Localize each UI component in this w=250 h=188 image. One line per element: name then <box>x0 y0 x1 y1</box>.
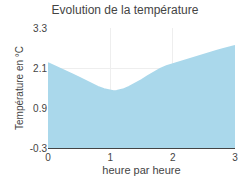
svg-text:heure par heure: heure par heure <box>102 164 180 176</box>
svg-text:3: 3 <box>232 152 238 163</box>
svg-text:2.1: 2.1 <box>33 63 47 74</box>
svg-text:0.9: 0.9 <box>33 103 47 114</box>
svg-text:1: 1 <box>108 152 114 163</box>
svg-text:3.3: 3.3 <box>33 23 47 34</box>
svg-text:2: 2 <box>170 152 176 163</box>
svg-text:Evolution de la température: Evolution de la température <box>52 3 199 17</box>
svg-text:Température en °C: Température en °C <box>14 46 25 130</box>
svg-text:0: 0 <box>45 152 51 163</box>
svg-text:-0.3: -0.3 <box>30 143 48 154</box>
